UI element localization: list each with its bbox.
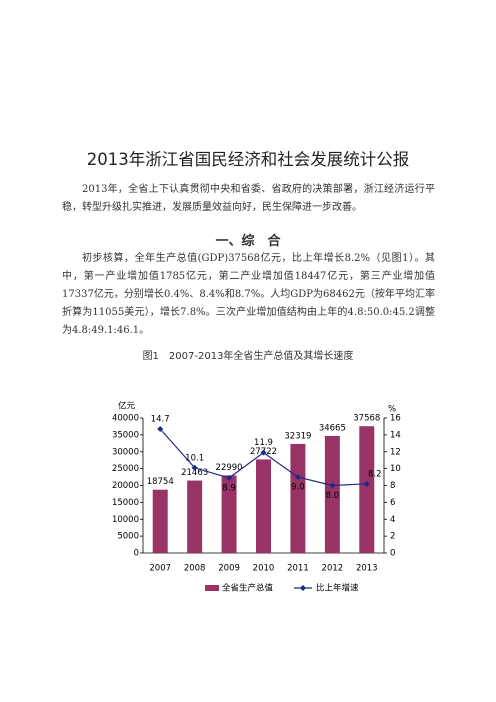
x-tick-label: 2010 bbox=[253, 564, 275, 574]
line-marker bbox=[226, 474, 233, 481]
y-tick-label: 30000 bbox=[112, 447, 139, 457]
line-marker bbox=[329, 482, 336, 489]
y-tick-label: 0 bbox=[134, 549, 139, 559]
figure-caption: 图1 2007-2013年全省生产总值及其增长速度 bbox=[142, 351, 354, 362]
x-tick-label: 2013 bbox=[356, 564, 378, 574]
y-tick-label: 15000 bbox=[112, 498, 139, 508]
section-heading: 一、综 合 bbox=[215, 234, 281, 249]
y2-tick-label: 10 bbox=[390, 464, 401, 474]
x-tick-label: 2011 bbox=[287, 564, 309, 574]
bar bbox=[221, 475, 237, 553]
intro-paragraph: 2013年，全省上下认真贯彻中央和省委、省政府的决策部署，浙江经济运行平稳，转型… bbox=[62, 184, 435, 213]
y2-tick-label: 12 bbox=[390, 447, 401, 457]
line-marker bbox=[363, 480, 370, 487]
y-tick-label: 10000 bbox=[112, 515, 139, 525]
y2-tick-label: 4 bbox=[390, 515, 395, 525]
y2-tick-label: 14 bbox=[390, 430, 401, 440]
bar-value-label: 32319 bbox=[284, 431, 311, 441]
bar-value-label: 34665 bbox=[319, 424, 346, 434]
y-axis-label: 亿元 bbox=[118, 401, 136, 412]
line-value-label: 10.1 bbox=[185, 453, 204, 463]
legend-swatch bbox=[300, 585, 306, 591]
line-value-label: 8.0 bbox=[326, 491, 340, 501]
legend-label: 全省生产总值 bbox=[222, 583, 274, 594]
bar-value-label: 21463 bbox=[181, 468, 208, 478]
bar-value-label: 22990 bbox=[216, 463, 243, 473]
y2-tick-label: 16 bbox=[390, 414, 401, 424]
y-tick-label: 20000 bbox=[112, 481, 139, 491]
bar-value-label: 37568 bbox=[353, 414, 380, 424]
legend-label: 比上年增速 bbox=[316, 583, 359, 594]
line-marker bbox=[260, 449, 267, 456]
section-paragraph: 初步核算，全年生产总值(GDP)37568亿元，比上年增长8.2%（见图1）。其… bbox=[62, 253, 435, 336]
x-tick-label: 2007 bbox=[149, 564, 171, 574]
line-marker bbox=[157, 425, 164, 432]
line-value-label: 14.7 bbox=[151, 414, 170, 424]
line-value-label: 9.0 bbox=[291, 483, 305, 493]
x-tick-label: 2012 bbox=[322, 564, 344, 574]
bar bbox=[290, 443, 306, 553]
legend-swatch bbox=[205, 585, 219, 591]
y2-tick-label: 2 bbox=[390, 532, 395, 542]
y2-tick-label: 0 bbox=[390, 549, 395, 559]
bar bbox=[324, 436, 340, 553]
y2-axis-label: % bbox=[388, 405, 396, 415]
line-value-label: 8.2 bbox=[368, 469, 382, 479]
bar bbox=[187, 480, 203, 553]
x-tick-label: 2008 bbox=[184, 564, 206, 574]
title: 2013年浙江省国民经济和社会发展统计公报 bbox=[86, 150, 410, 169]
line-marker bbox=[294, 474, 301, 481]
bar-value-label: 18754 bbox=[147, 477, 174, 487]
y-tick-label: 5000 bbox=[117, 532, 139, 542]
y-tick-label: 35000 bbox=[112, 430, 139, 440]
x-tick-label: 2009 bbox=[218, 564, 240, 574]
y-tick-label: 25000 bbox=[112, 464, 139, 474]
line-value-label: 11.9 bbox=[254, 438, 273, 448]
y2-tick-label: 6 bbox=[390, 498, 395, 508]
line-value-label: 8.9 bbox=[222, 483, 236, 493]
bar bbox=[152, 489, 168, 553]
line-marker bbox=[191, 464, 198, 471]
y-tick-label: 40000 bbox=[112, 414, 139, 424]
y2-tick-label: 8 bbox=[390, 481, 395, 491]
bar bbox=[359, 426, 375, 553]
bar bbox=[256, 459, 271, 553]
